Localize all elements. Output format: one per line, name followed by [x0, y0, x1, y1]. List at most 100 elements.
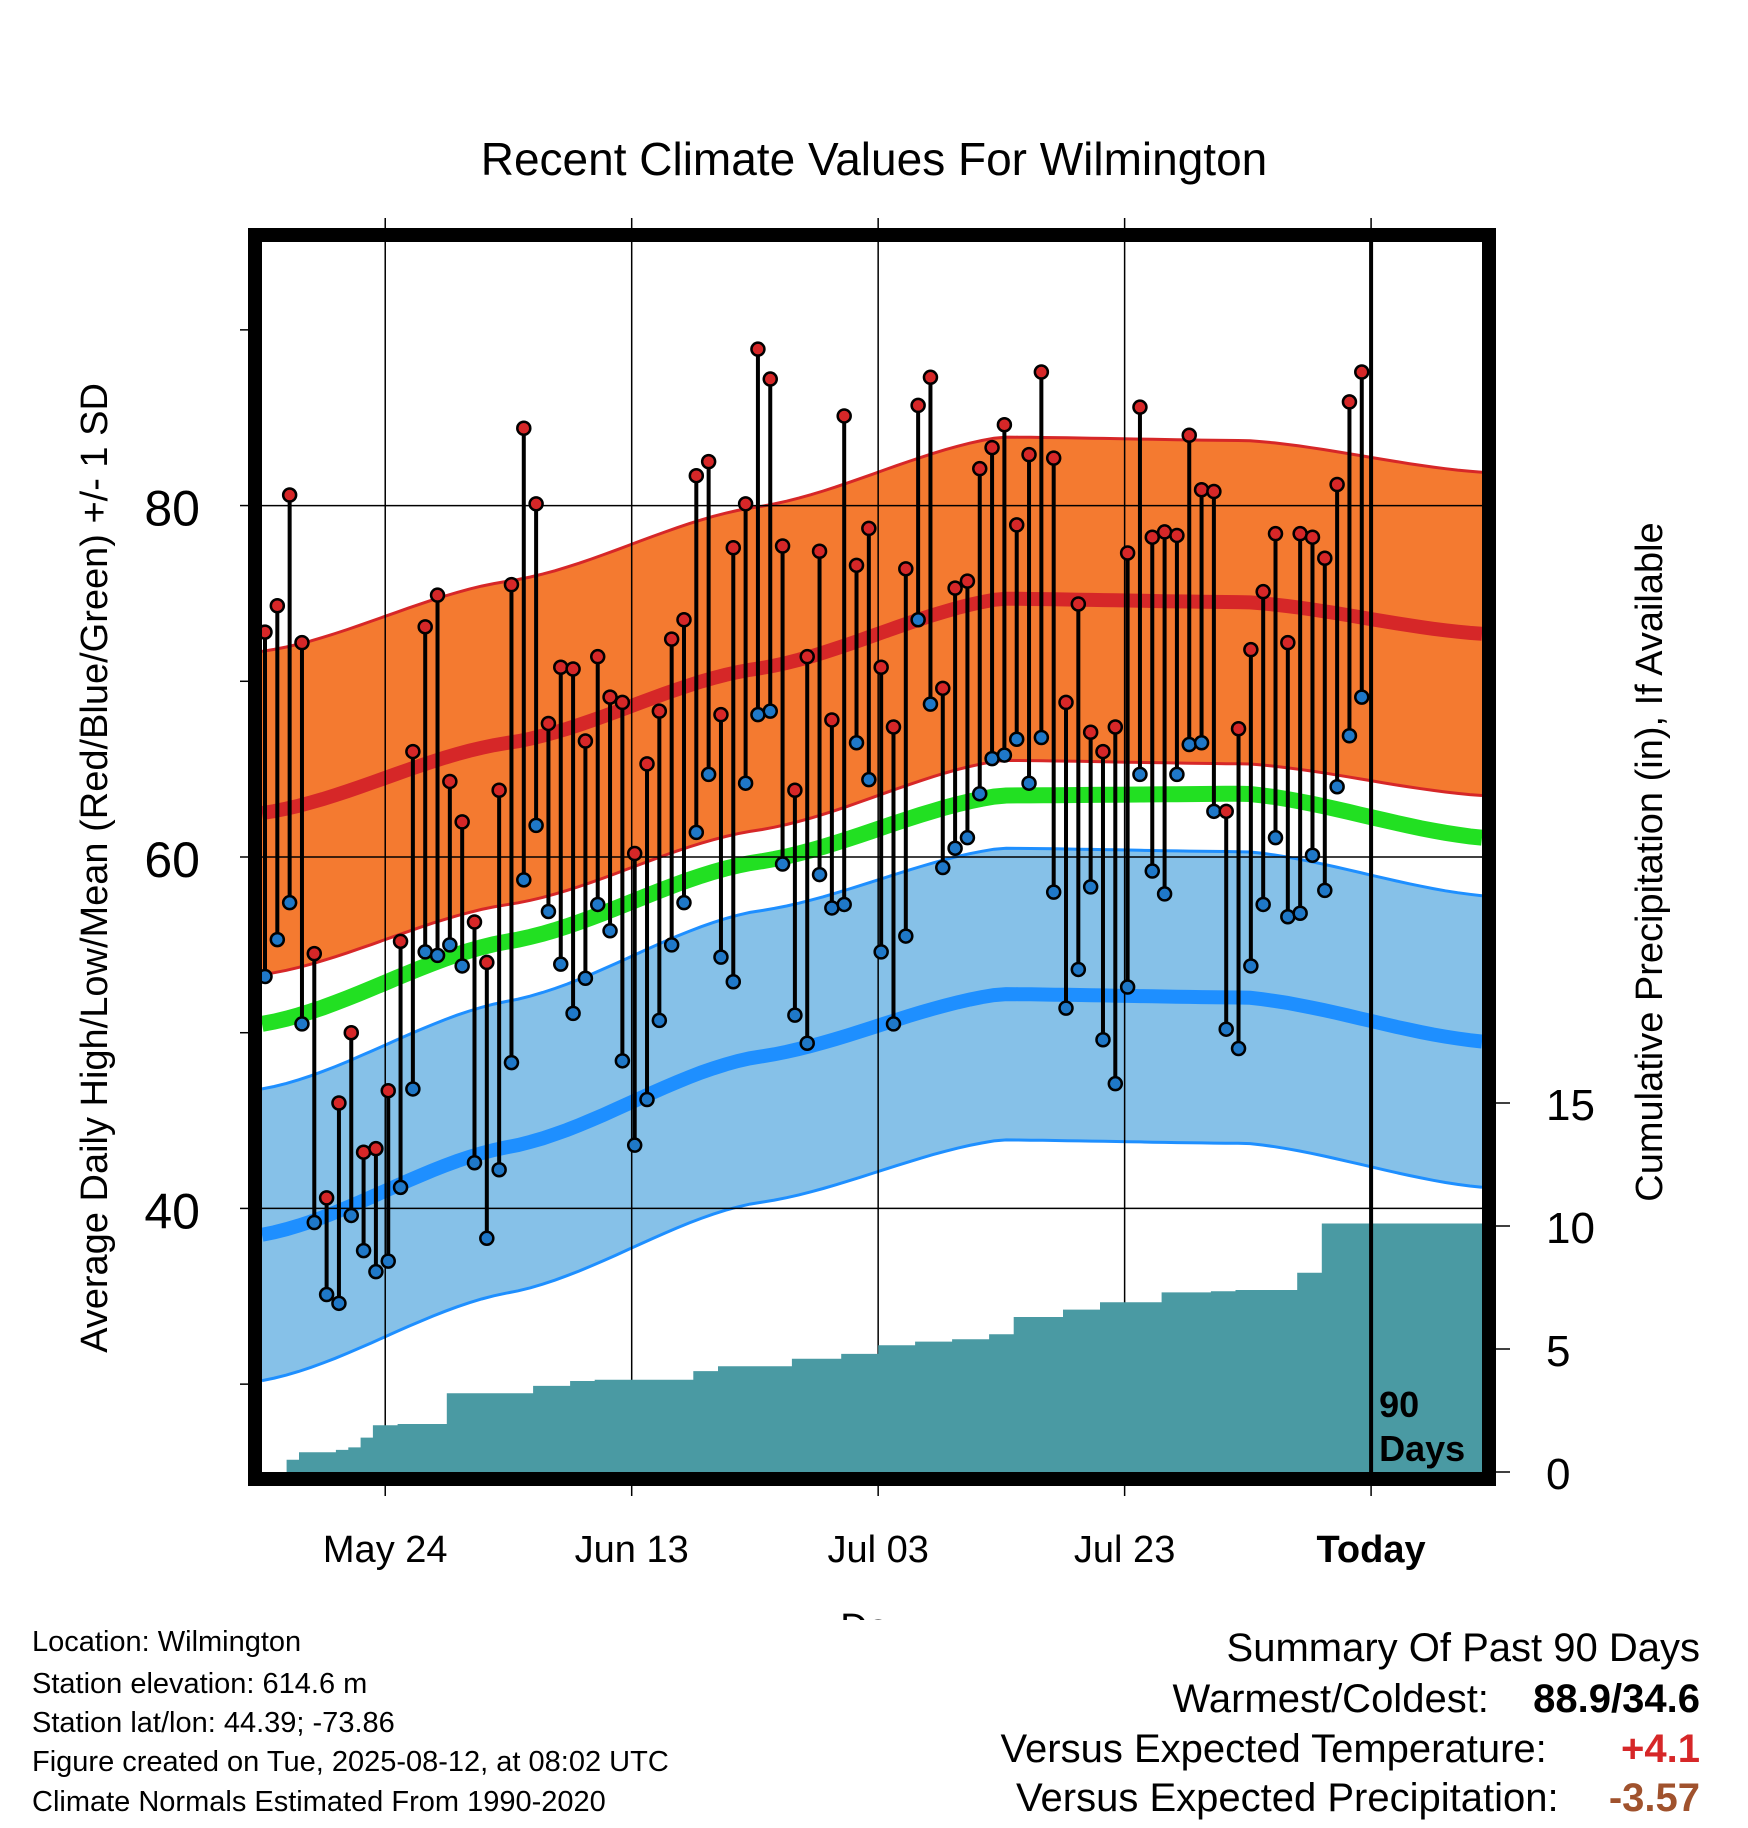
daily-high-point: [1156, 524, 1173, 540]
daily-low-point: [688, 824, 705, 841]
daily-low-point: [1280, 908, 1296, 925]
daily-low-point: [1304, 847, 1321, 863]
daily-high-point: [848, 557, 865, 574]
daily-high-point: [885, 719, 902, 735]
daily-low-point: [1218, 1021, 1234, 1037]
plot-frame: [248, 228, 1496, 1486]
daily-high-point: [577, 733, 594, 749]
location-text: Location: Wilmington: [32, 1626, 302, 1658]
daily-high-point: [392, 933, 409, 950]
daily-high-point: [1292, 525, 1308, 542]
daily-low-point: [281, 894, 298, 911]
daily-low-point: [602, 923, 618, 939]
normal-high-mean-line: [262, 591, 1482, 821]
precip-anomaly-row: Versus Expected Precipitation: -3.57: [1016, 1778, 1700, 1818]
warm-cold-label: Warmest/Coldest:: [1172, 1677, 1489, 1721]
daily-high-point: [1144, 529, 1161, 545]
x-axis-label: Day: [840, 1607, 908, 1620]
daily-high-point: [688, 467, 705, 484]
daily-low-point: [1070, 961, 1087, 978]
daily-low-point: [713, 949, 729, 965]
daily-low-point: [442, 937, 458, 953]
daily-high-point: [799, 648, 815, 665]
daily-high-point: [774, 538, 791, 554]
y-tick-label-60: 60: [144, 832, 200, 888]
daily-high-point: [1230, 720, 1247, 737]
daily-low-point: [947, 840, 963, 856]
warm-cold-value: 88.9/34.6: [1533, 1677, 1700, 1721]
x-tick-label-2: Jul 03: [827, 1529, 928, 1571]
daily-high-point: [565, 661, 581, 677]
daily-high-point: [343, 1024, 360, 1041]
daily-low-point: [1107, 1075, 1124, 1092]
daily-high-point: [602, 689, 618, 705]
normal-high-band-upper-edge: [262, 435, 1482, 653]
daily-high-point: [553, 659, 569, 675]
daily-low-point: [737, 775, 754, 791]
daily-low-point: [984, 750, 1000, 767]
daily-low-point: [639, 1091, 655, 1108]
daily-high-point: [676, 612, 692, 628]
daily-high-point: [1255, 583, 1271, 600]
daily-high-point: [935, 680, 951, 697]
daily-high-point: [1243, 641, 1259, 658]
daily-low-point: [1033, 729, 1050, 746]
daily-low-point: [700, 766, 717, 783]
daily-low-point: [1255, 896, 1271, 913]
daily-high-point: [466, 914, 483, 930]
daily-low-point: [516, 872, 532, 888]
daily-low-point: [676, 894, 692, 911]
daily-low-point: [368, 1263, 384, 1280]
daily-high-point: [1206, 483, 1222, 500]
today-label-1: Days: [1379, 1428, 1465, 1469]
daily-high-point: [1354, 364, 1370, 380]
daily-high-point: [355, 1144, 372, 1160]
daily-high-point: [1317, 550, 1333, 567]
daily-high-point: [1021, 446, 1037, 463]
daily-low-point: [885, 1016, 902, 1032]
daily-high-point: [1181, 427, 1197, 444]
daily-low-point: [491, 1162, 507, 1178]
daily-high-point: [750, 341, 766, 357]
daily-high-point: [626, 845, 643, 862]
daily-high-point: [540, 715, 557, 732]
daily-high-point: [442, 773, 458, 790]
daily-low-point: [343, 1207, 360, 1224]
daily-high-point: [1329, 476, 1345, 493]
precip-cumulative-area: [262, 1223, 1482, 1472]
daily-high-point: [898, 561, 914, 577]
daily-high-point: [836, 408, 852, 424]
daily-high-point: [1033, 364, 1050, 380]
daily-low-point: [1354, 689, 1370, 705]
daily-low-point: [762, 703, 779, 719]
daily-low-point: [1206, 803, 1222, 820]
daily-high-point: [1070, 596, 1087, 612]
daily-high-point: [910, 397, 926, 414]
daily-low-point: [429, 947, 446, 964]
daily-low-point: [1193, 735, 1210, 751]
daily-low-point: [1317, 882, 1333, 899]
normals-text: Climate Normals Estimated From 1990-2020: [32, 1786, 606, 1818]
daily-low-point: [503, 1054, 520, 1071]
daily-high-point: [491, 782, 507, 798]
x-tick-label-4: Today: [1317, 1529, 1426, 1571]
daily-high-point: [528, 496, 544, 512]
daily-low-point: [479, 1230, 495, 1247]
daily-low-point: [898, 928, 914, 944]
daily-low-point: [1095, 1031, 1111, 1048]
daily-low-point: [1132, 766, 1148, 783]
daily-low-point: [1169, 766, 1185, 783]
daily-low-point: [922, 696, 939, 712]
daily-high-point: [262, 624, 273, 640]
daily-low-point: [1021, 775, 1037, 791]
daily-low-point: [553, 956, 569, 972]
daily-low-point: [935, 859, 951, 876]
daily-high-point: [368, 1140, 384, 1157]
axes: May 24 Jun 13 Jul 03 Jul 23 Today Day 40 60 80 Av…: [74, 218, 1671, 1620]
warm-cold-row: Warmest/Coldest: 88.9/34.6: [1173, 1679, 1700, 1719]
today-label-0: 90: [1379, 1384, 1419, 1425]
y2-tick-label-0: 0: [1546, 1450, 1570, 1499]
daily-low-point: [1341, 728, 1358, 744]
